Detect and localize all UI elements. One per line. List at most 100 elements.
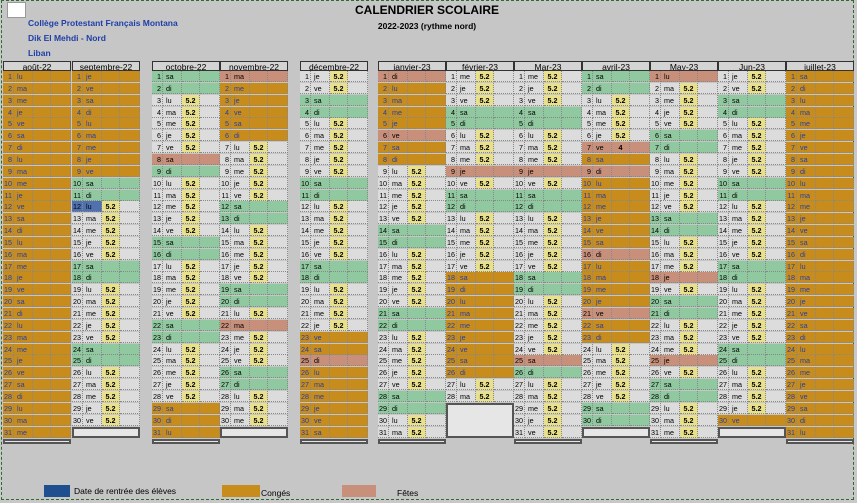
day-number: 5 (220, 118, 231, 130)
day-hours: 5.2 (544, 260, 562, 272)
day-fill (51, 189, 71, 201)
school-name: Collège Protestant Français Montana (28, 18, 178, 28)
day-number: 23 (650, 331, 661, 343)
day-fill (562, 379, 582, 391)
day-hours: 5.2 (330, 319, 348, 331)
day-hours (816, 355, 834, 367)
day-weekday: ve (525, 260, 544, 272)
day-weekday: je (311, 236, 330, 248)
day-number: 26 (514, 367, 525, 379)
day-row: 3 lu 5.2 (152, 94, 220, 106)
day-number: 14 (446, 225, 457, 237)
day-hours (33, 177, 51, 189)
day-row: 3 sa (300, 94, 368, 106)
day-number: 25 (650, 355, 661, 367)
day-hours (33, 296, 51, 308)
day-weekday: ma (389, 177, 408, 189)
day-row: 23 ve 5.2 (718, 331, 786, 343)
day-fill (562, 236, 582, 248)
day-row: 22 sa (152, 319, 220, 331)
day-hours: 5.2 (408, 260, 426, 272)
day-weekday: ve (797, 308, 816, 319)
day-hours (102, 118, 120, 130)
day-weekday: sa (525, 272, 544, 284)
day-weekday: ve (311, 248, 330, 260)
day-fill (200, 153, 220, 165)
day-weekday: me (389, 272, 408, 284)
day-row: 12 lu 5.2 (72, 201, 140, 213)
day-hours (748, 106, 766, 118)
day-row: 18 je (3, 272, 71, 284)
day-hours: 5.2 (544, 296, 562, 308)
day-number: 10 (152, 177, 163, 189)
day-hours: 5.2 (102, 248, 120, 260)
day-hours: 5.2 (330, 236, 348, 248)
day-fill (426, 272, 446, 284)
day-weekday: ve (163, 308, 182, 319)
day-hours (330, 343, 348, 355)
day-weekday: me (311, 390, 330, 402)
day-number: 27 (72, 379, 83, 391)
day-fill (494, 82, 514, 94)
day-number: 14 (152, 225, 163, 237)
day-weekday: lu (231, 390, 250, 402)
day-hours (408, 130, 426, 142)
day-hours (816, 236, 834, 248)
day-row: 14 ve 5.2 (152, 225, 220, 237)
day-hours: 5.2 (544, 319, 562, 331)
day-hours (33, 130, 51, 142)
day-weekday: ma (163, 272, 182, 284)
day-fill (51, 402, 71, 414)
day-fill (562, 153, 582, 165)
day-hours: 5.2 (102, 367, 120, 379)
day-fill (268, 308, 288, 319)
day-hours (33, 153, 51, 165)
day-hours: 5.2 (612, 106, 630, 118)
day-fill (834, 213, 854, 225)
day-row: 1 me 5.2 (514, 71, 582, 82)
day-hours (408, 236, 426, 248)
day-weekday: ve (231, 355, 250, 367)
day-number: 15 (220, 236, 231, 248)
day-number: 2 (378, 82, 389, 94)
day-number: 3 (650, 94, 661, 106)
day-number: 23 (786, 331, 797, 343)
day-hours: 5.2 (250, 260, 268, 272)
day-number: 11 (300, 189, 311, 201)
day-hours: 5.2 (182, 284, 200, 296)
day-weekday: lu (797, 343, 816, 355)
day-weekday: je (311, 402, 330, 414)
day-number: 1 (152, 71, 163, 82)
day-weekday: ma (389, 426, 408, 438)
day-hours (33, 165, 51, 177)
day-weekday: sa (457, 355, 476, 367)
day-number: 27 (786, 379, 797, 391)
day-fill (494, 153, 514, 165)
day-fill (51, 201, 71, 213)
day-hours (330, 402, 348, 414)
day-fill (120, 165, 140, 177)
day-hours (330, 367, 348, 379)
day-row: 7 ma 5.2 (446, 142, 514, 154)
day-row: 5 lu (72, 118, 140, 130)
day-number: 11 (718, 189, 729, 201)
day-fill (426, 390, 446, 402)
day-weekday: lu (593, 94, 612, 106)
day-fill (200, 82, 220, 94)
day-hours (612, 308, 630, 319)
day-row: 10 lu 5.2 (152, 177, 220, 189)
day-row: 29 je 5.2 (718, 402, 786, 414)
day-row: 4 sa (446, 106, 514, 118)
day-fill (698, 402, 718, 414)
day-weekday: me (525, 319, 544, 331)
legend-label-fetes: Fêtes (397, 488, 419, 498)
day-fill (766, 94, 786, 106)
day-row: 13 sa (650, 213, 718, 225)
day-number: 24 (300, 343, 311, 355)
day-hours (408, 142, 426, 154)
day-number: 10 (786, 177, 797, 189)
day-row: 29 ma 5.2 (220, 402, 288, 414)
day-number: 25 (3, 355, 14, 367)
day-hours (748, 272, 766, 284)
day-number: 18 (650, 272, 661, 284)
